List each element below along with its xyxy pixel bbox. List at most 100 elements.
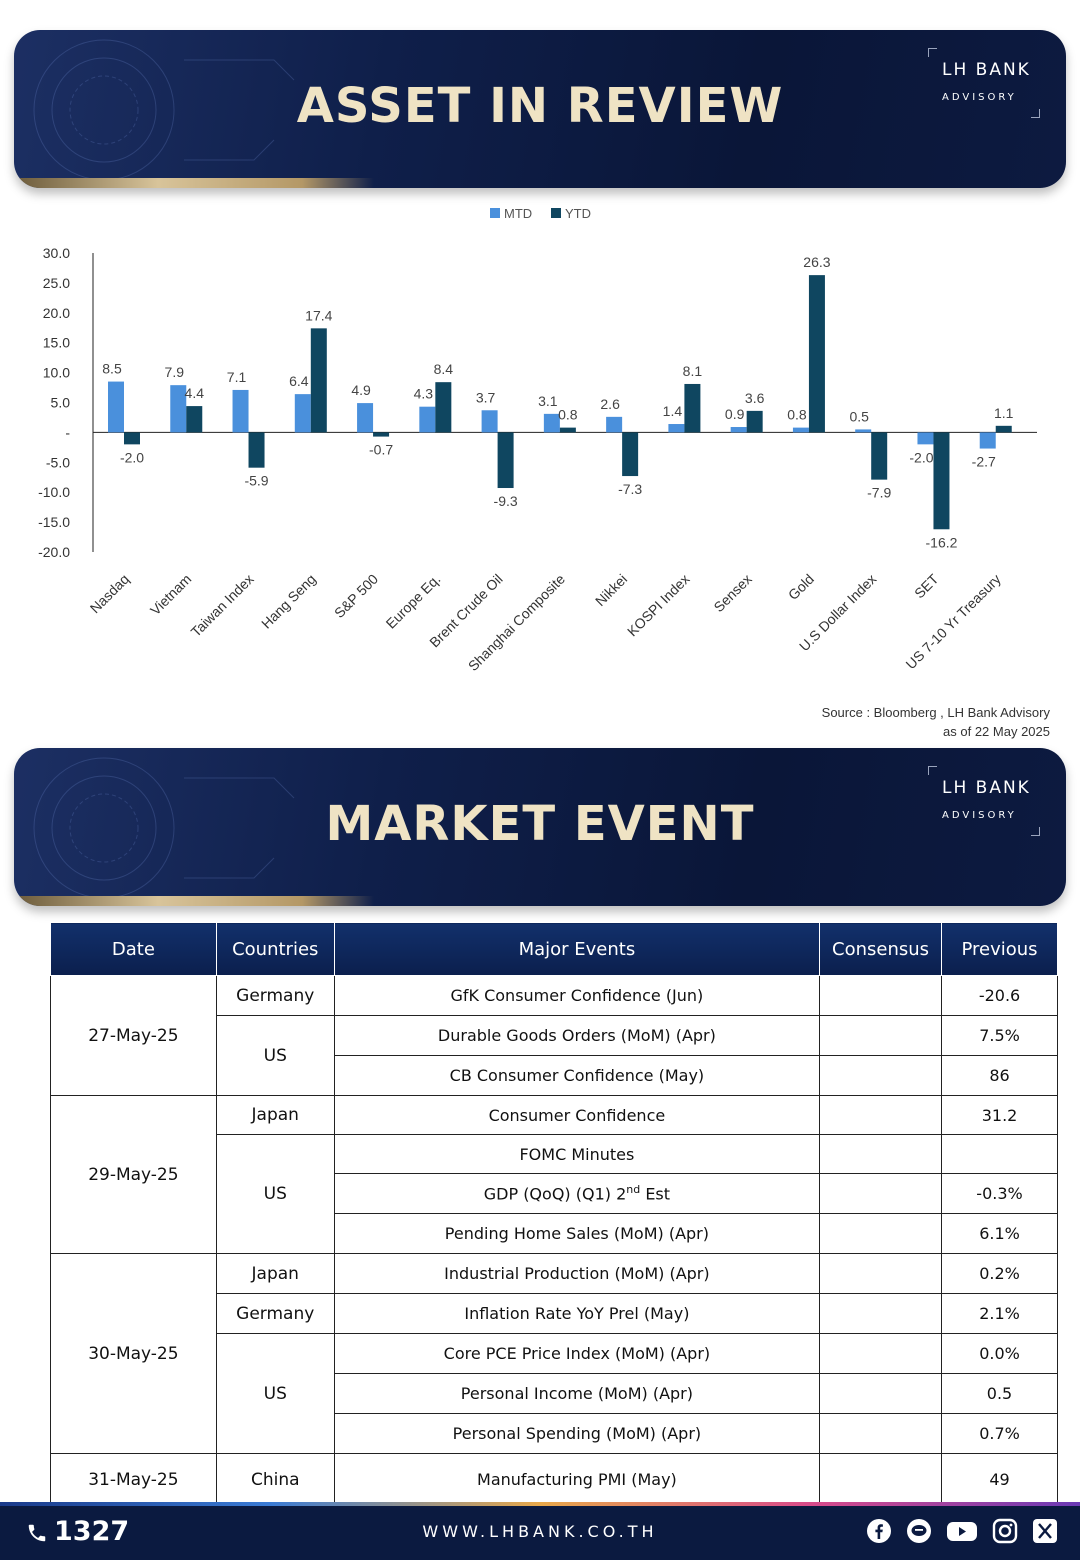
phone-contact[interactable]: 1327 (26, 1516, 129, 1547)
header-previous: Previous (941, 922, 1058, 976)
y-tick-label: - (65, 424, 70, 440)
country-cell: Japan (215, 1095, 335, 1135)
country-cell: US (215, 1134, 335, 1254)
chart-source: Source : Bloomberg , LH Bank Advisory as… (822, 703, 1050, 741)
data-label-mtd: 2.6 (600, 396, 620, 412)
category-label: Taiwan Index (188, 571, 257, 640)
asset-in-review-banner: ASSET IN REVIEW LH BANK ADVISORY (14, 30, 1066, 188)
header-date: Date (50, 922, 217, 976)
bar-ytd (622, 432, 639, 477)
event-cell: Personal Spending (MoM) (Apr) (333, 1413, 821, 1454)
youtube-icon[interactable] (946, 1518, 978, 1544)
consensus-cell (819, 1333, 943, 1374)
event-cell: GDP (QoQ) (Q1) 2nd Est (333, 1173, 821, 1214)
data-label-ytd: 8.4 (434, 361, 454, 377)
consensus-cell (819, 975, 943, 1016)
event-cell: Personal Income (MoM) (Apr) (333, 1373, 821, 1414)
data-label-ytd: 3.6 (745, 390, 765, 406)
event-text-end: Est (640, 1184, 671, 1204)
bar-mtd (917, 432, 934, 445)
instagram-icon[interactable] (992, 1518, 1018, 1544)
lh-bank-logo: LH BANK ADVISORY (928, 766, 1040, 836)
table-row: 27-May-25 Germany GfK Consumer Confidenc… (50, 975, 1058, 1096)
ordinal-suffix: nd (626, 1183, 641, 1197)
data-label-ytd: 1.1 (994, 405, 1014, 421)
event-cell: Durable Goods Orders (MoM) (Apr) (333, 1015, 821, 1056)
bar-ytd (684, 383, 701, 433)
phone-number: 1327 (54, 1516, 130, 1547)
data-label-ytd: 4.4 (185, 385, 205, 401)
event-cell: Pending Home Sales (MoM) (Apr) (333, 1213, 821, 1254)
previous-cell: 0.7% (941, 1413, 1058, 1454)
previous-cell: 2.1% (941, 1293, 1058, 1334)
header-consensus: Consensus (819, 922, 943, 976)
table-row: US Core PCE Price Index (MoM) (Apr) 0.0% (51, 1333, 1058, 1454)
table-row: 31-May-25 China Manufacturing PMI (May) … (50, 1453, 1058, 1506)
bar-mtd (232, 389, 249, 433)
bar-ytd (435, 382, 452, 433)
header-countries: Countries (215, 922, 335, 976)
country-cell: China (215, 1453, 335, 1506)
date-cell: 29-May-25 (50, 1095, 217, 1254)
bar-mtd (108, 381, 124, 433)
table-header-row: Date Countries Major Events Consensus Pr… (50, 922, 1058, 976)
circuit-decoration (33, 757, 295, 899)
data-label-mtd: 3.7 (476, 389, 496, 405)
data-label-ytd: 17.4 (305, 307, 332, 323)
previous-cell: 6.1% (941, 1213, 1058, 1254)
footer-color-stripe (0, 1502, 1080, 1506)
legend-label-ytd: YTD (565, 206, 591, 221)
data-label-mtd: 0.9 (725, 406, 745, 422)
lh-bank-logo: LH BANK ADVISORY (928, 48, 1040, 118)
data-label-ytd: 8.1 (683, 363, 703, 379)
x-icon[interactable] (1032, 1518, 1058, 1544)
bar-mtd (979, 432, 996, 449)
y-tick-label: -15.0 (38, 514, 70, 530)
facebook-icon[interactable] (866, 1518, 892, 1544)
website-link[interactable]: WWW.LHBANK.CO.TH (422, 1522, 658, 1541)
data-label-ytd: -16.2 (926, 534, 958, 550)
y-tick-label: 5.0 (51, 395, 71, 411)
asset-performance-chart: MTD YTD 30.0 25.0 20.0 15.0 10.0 5.0 - -5.0 -10.0 -… (38, 206, 1037, 674)
bar-mtd (668, 424, 685, 433)
data-label-ytd: -0.7 (369, 442, 393, 458)
bar-ytd (995, 425, 1012, 433)
as-of-date: as of 22 May 2025 (943, 724, 1050, 739)
country-cell: Japan (215, 1253, 335, 1294)
bar-ytd (186, 406, 203, 433)
bar-mtd (481, 410, 498, 433)
event-cell: Manufacturing PMI (May) (333, 1453, 821, 1506)
line-icon[interactable] (906, 1518, 932, 1544)
gold-accent-bar (14, 896, 374, 906)
previous-cell: 86 (941, 1055, 1058, 1096)
consensus-cell (819, 1373, 943, 1414)
data-label-ytd: -9.3 (494, 493, 518, 509)
consensus-cell (819, 1453, 943, 1506)
gold-accent-bar (14, 178, 374, 188)
date-cell: 31-May-25 (50, 1453, 217, 1506)
category-label: SET (911, 570, 942, 601)
category-label: Europe Eq. (383, 571, 444, 632)
category-label: Gold (785, 571, 817, 603)
data-label-mtd: -2.0 (909, 449, 933, 465)
data-label-mtd: 0.5 (849, 408, 869, 424)
event-cell: Industrial Production (MoM) (Apr) (333, 1253, 821, 1294)
data-label-ytd: 0.8 (558, 407, 578, 423)
data-label-mtd: 4.3 (414, 386, 434, 402)
consensus-cell (819, 1015, 943, 1056)
y-tick-label: 10.0 (43, 365, 70, 381)
consensus-cell (819, 1173, 943, 1214)
consensus-cell (819, 1095, 943, 1135)
source-text: Source : Bloomberg , LH Bank Advisory (821, 705, 1050, 720)
country-cell: Germany (215, 1293, 335, 1334)
table-row: US Durable Goods Orders (MoM) (Apr) 7.5% (51, 1015, 1058, 1096)
bar-mtd (419, 406, 436, 433)
legend-label-mtd: MTD (504, 206, 532, 221)
previous-cell: 31.2 (941, 1095, 1058, 1135)
data-label-mtd: 7.9 (165, 364, 185, 380)
bar-mtd (357, 403, 374, 433)
bar-ytd (373, 432, 390, 437)
data-label-mtd: 8.5 (102, 361, 122, 377)
date-cell: 30-May-25 (50, 1253, 217, 1454)
consensus-cell (819, 1134, 943, 1174)
